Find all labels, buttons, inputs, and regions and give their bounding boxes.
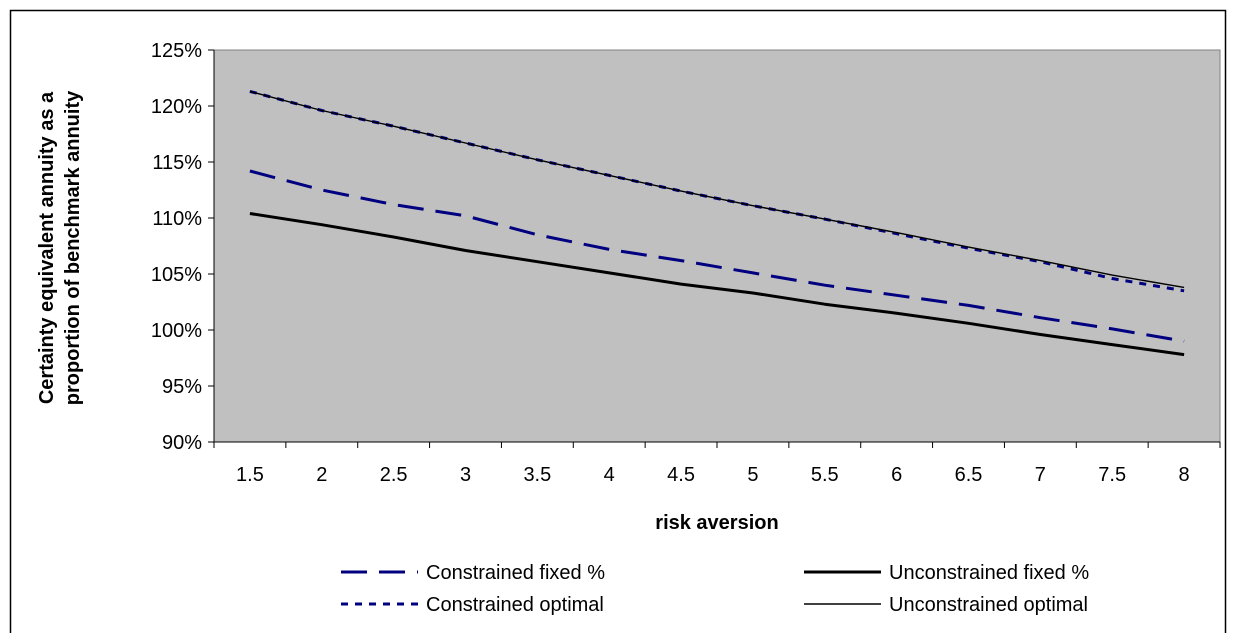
y-tick-label: 125% [151, 40, 202, 62]
y-tick-label: 100% [151, 320, 202, 342]
y-axis: 90% 95% 100% 105% 110% 115% 120% 125% [151, 40, 215, 454]
legend-label: Unconstrained optimal [889, 594, 1088, 616]
y-tick-label: 95% [162, 376, 202, 398]
x-tick-label: 5 [747, 464, 758, 486]
x-tick-label: 7 [1035, 464, 1046, 486]
legend: Constrained fixed % Unconstrained fixed %… [341, 562, 1089, 616]
legend-item-constrained-fixed: Constrained fixed % [341, 562, 605, 584]
x-tick-label: 4.5 [667, 464, 695, 486]
series-line-unconstrained-optimal [249, 90, 1185, 289]
legend-label: Unconstrained fixed % [889, 562, 1089, 584]
y-tick-label: 90% [162, 432, 202, 454]
y-axis-title: Certainty equivalent annuity as a propor… [36, 90, 84, 405]
legend-item-constrained-optimal: Constrained optimal [341, 594, 604, 616]
x-tick-label: 7.5 [1098, 464, 1126, 486]
x-tick-label: 5.5 [811, 464, 839, 486]
y-tick-label: 115% [152, 152, 202, 174]
series-line-unconstrained-fixed [249, 212, 1185, 357]
y-axis-title-line-1: Certainty equivalent annuity as a [36, 91, 58, 404]
legend-item-unconstrained-optimal: Unconstrained optimal [804, 594, 1088, 616]
x-tick-label: 6.5 [955, 464, 983, 486]
y-tick-label: 105% [151, 264, 202, 286]
x-tick-label: 4 [604, 464, 615, 486]
x-tick-label: 8 [1179, 464, 1190, 486]
x-tick-label: 3 [460, 464, 471, 486]
legend-label: Constrained fixed % [426, 562, 605, 584]
x-axis-title: risk aversion [655, 512, 778, 534]
series-layer [249, 89, 1185, 357]
legend-item-unconstrained-fixed: Unconstrained fixed % [804, 562, 1089, 584]
plot-area [213, 49, 1221, 443]
y-tick-label: 110% [152, 208, 202, 230]
legend-label: Constrained optimal [426, 594, 604, 616]
y-tick-label: 120% [151, 96, 202, 118]
series-line-constrained-fixed [249, 169, 1185, 343]
y-axis-title-line-2: proportion of benchmark annuity [62, 90, 84, 405]
x-tick-label: 1.5 [236, 464, 264, 486]
x-tick-label: 3.5 [523, 464, 551, 486]
x-tick-label: 2 [316, 464, 327, 486]
x-axis: 1.5 2 2.5 3 3.5 4 4.5 5 5.5 6 6.5 7 7.5 8 [213, 441, 1221, 486]
x-tick-label: 6 [891, 464, 902, 486]
x-tick-label: 2.5 [380, 464, 408, 486]
